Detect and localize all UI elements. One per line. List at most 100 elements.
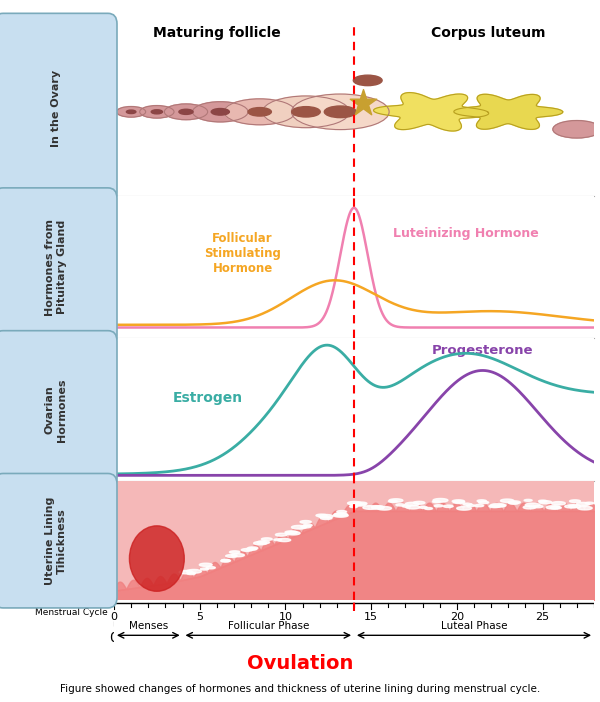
Polygon shape xyxy=(523,505,536,509)
Polygon shape xyxy=(525,503,540,507)
Polygon shape xyxy=(500,499,514,503)
Polygon shape xyxy=(337,510,347,513)
Polygon shape xyxy=(199,563,212,567)
Circle shape xyxy=(140,105,174,118)
Polygon shape xyxy=(300,521,311,523)
Polygon shape xyxy=(316,514,327,517)
Text: Figure showed changes of hormones and thickness of uterine lining during menstru: Figure showed changes of hormones and th… xyxy=(60,684,540,694)
Polygon shape xyxy=(509,502,518,504)
Polygon shape xyxy=(508,501,520,504)
Circle shape xyxy=(292,107,320,117)
Polygon shape xyxy=(286,531,300,535)
Polygon shape xyxy=(539,500,547,502)
Text: Ovulation: Ovulation xyxy=(247,654,353,673)
Circle shape xyxy=(262,96,350,128)
Polygon shape xyxy=(396,504,405,506)
Text: 10: 10 xyxy=(278,612,292,623)
Polygon shape xyxy=(454,501,465,503)
Polygon shape xyxy=(347,501,362,505)
Polygon shape xyxy=(319,515,333,518)
Polygon shape xyxy=(577,503,590,505)
Polygon shape xyxy=(179,571,193,574)
Polygon shape xyxy=(524,499,532,501)
Polygon shape xyxy=(405,502,419,505)
Text: 5: 5 xyxy=(196,612,203,623)
Text: Days of
Menstrual Cycle: Days of Menstrual Cycle xyxy=(35,597,108,617)
Polygon shape xyxy=(457,507,472,510)
Polygon shape xyxy=(452,500,464,503)
Polygon shape xyxy=(443,505,453,508)
Text: 0: 0 xyxy=(110,612,118,623)
Polygon shape xyxy=(477,500,487,502)
Polygon shape xyxy=(585,502,593,504)
Polygon shape xyxy=(433,501,440,503)
Text: 25: 25 xyxy=(536,612,550,623)
Polygon shape xyxy=(285,531,297,534)
Polygon shape xyxy=(363,505,378,510)
Text: Follicular
Stimulating
Hormone: Follicular Stimulating Hormone xyxy=(204,232,281,275)
Polygon shape xyxy=(350,505,358,508)
Polygon shape xyxy=(232,554,244,557)
Polygon shape xyxy=(350,503,361,506)
Polygon shape xyxy=(257,541,269,544)
Polygon shape xyxy=(424,508,433,510)
Polygon shape xyxy=(377,507,392,510)
Polygon shape xyxy=(547,505,560,509)
Circle shape xyxy=(127,110,136,114)
Polygon shape xyxy=(275,534,287,536)
Circle shape xyxy=(179,110,193,114)
Polygon shape xyxy=(200,568,208,570)
Text: Luteal Phase: Luteal Phase xyxy=(441,621,507,631)
Text: Corpus luteum: Corpus luteum xyxy=(431,26,545,40)
Polygon shape xyxy=(241,548,253,551)
Polygon shape xyxy=(371,505,384,509)
Polygon shape xyxy=(254,541,267,545)
Polygon shape xyxy=(497,505,506,507)
Polygon shape xyxy=(578,506,592,510)
Polygon shape xyxy=(479,501,488,504)
Polygon shape xyxy=(274,538,281,541)
Polygon shape xyxy=(355,502,367,505)
Circle shape xyxy=(211,109,229,115)
Text: Ovarian
Hormones: Ovarian Hormones xyxy=(45,378,67,442)
Polygon shape xyxy=(551,502,565,505)
Polygon shape xyxy=(389,498,403,502)
Text: Progesterone: Progesterone xyxy=(432,344,533,357)
Polygon shape xyxy=(565,505,577,508)
Text: 20: 20 xyxy=(450,612,464,623)
Polygon shape xyxy=(278,538,290,542)
Text: Follicular Phase: Follicular Phase xyxy=(227,621,309,631)
Circle shape xyxy=(164,104,208,120)
Text: Maturing follicle: Maturing follicle xyxy=(153,26,281,40)
Polygon shape xyxy=(475,505,484,507)
Circle shape xyxy=(193,102,248,122)
Polygon shape xyxy=(406,505,420,509)
Polygon shape xyxy=(413,501,425,504)
Polygon shape xyxy=(533,505,543,508)
Polygon shape xyxy=(334,514,348,517)
Text: Uterine Lining
Tihickness: Uterine Lining Tihickness xyxy=(45,496,67,585)
Circle shape xyxy=(353,75,382,86)
Circle shape xyxy=(151,110,163,114)
Polygon shape xyxy=(454,94,563,129)
Polygon shape xyxy=(355,503,366,506)
Polygon shape xyxy=(221,559,230,562)
Ellipse shape xyxy=(130,526,184,591)
Polygon shape xyxy=(569,500,580,503)
Polygon shape xyxy=(320,517,332,519)
Polygon shape xyxy=(304,524,312,526)
Polygon shape xyxy=(248,547,258,550)
Polygon shape xyxy=(402,505,410,508)
Text: 15: 15 xyxy=(364,612,378,623)
Polygon shape xyxy=(187,573,195,575)
Polygon shape xyxy=(221,559,229,561)
Polygon shape xyxy=(371,506,384,509)
Polygon shape xyxy=(433,498,448,502)
Text: Estrogen: Estrogen xyxy=(173,391,244,405)
Text: In the Ovary: In the Ovary xyxy=(51,69,61,147)
Polygon shape xyxy=(374,93,489,131)
Polygon shape xyxy=(419,506,427,508)
Circle shape xyxy=(224,99,295,125)
Circle shape xyxy=(553,121,600,138)
Polygon shape xyxy=(550,506,562,509)
